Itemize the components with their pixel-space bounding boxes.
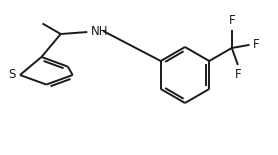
Text: S: S bbox=[8, 69, 16, 82]
Text: F: F bbox=[252, 38, 259, 51]
Text: F: F bbox=[235, 68, 241, 81]
Text: F: F bbox=[229, 14, 235, 27]
Text: NH: NH bbox=[91, 24, 109, 38]
